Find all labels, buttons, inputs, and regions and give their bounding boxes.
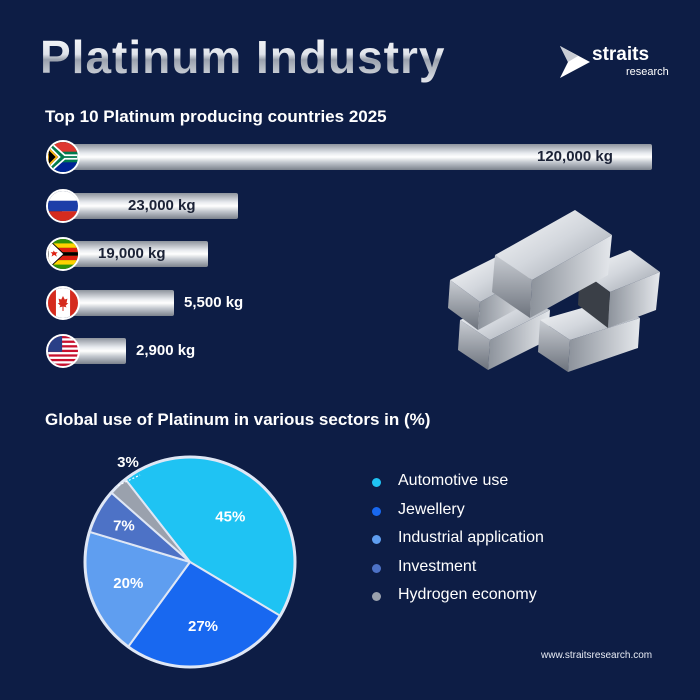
pie-outline [83, 455, 297, 669]
pie-label: 7% [113, 517, 135, 534]
legend-swatch [372, 506, 381, 516]
legend-swatch [372, 592, 381, 601]
straits-research-logo: straits research [560, 44, 670, 84]
bar-value-label: 23,000 kg [128, 196, 196, 214]
page-title: Platinum Industry [40, 31, 446, 83]
south-africa-flag-icon [46, 140, 80, 174]
bar-value-label: 19,000 kg [98, 245, 166, 262]
legend-label: Industrial application [398, 529, 544, 546]
zimbabwe-flag-icon [46, 237, 80, 271]
pie-label: 3% [117, 454, 139, 471]
bar-value-label: 2,900 kg [136, 342, 196, 359]
pie-label: 27% [188, 618, 218, 635]
legend-swatch [372, 563, 381, 573]
legend-label: Investment [398, 557, 477, 575]
pie-label: 45% [215, 508, 245, 525]
pie-label: 20% [113, 575, 143, 592]
brand-sub: research [626, 66, 669, 78]
pie-leader-line [117, 474, 141, 487]
canada-flag-icon [46, 285, 80, 320]
bar-value-label: 120,000 kg [537, 148, 613, 165]
platinum-ingots-image [448, 210, 660, 372]
brand-name: straits [592, 44, 650, 65]
legend-label: Hydrogen economy [398, 586, 537, 603]
bar-russia [62, 192, 238, 219]
bar-south-africa [62, 144, 652, 170]
bar-zimbabwe [62, 241, 208, 267]
legend-swatch [372, 478, 381, 487]
legend-label: Automotive use [398, 472, 509, 489]
legend-label: Jewellery [398, 500, 465, 518]
footer-url: www.straitsresearch.com [541, 650, 653, 661]
bar-canada [62, 289, 174, 316]
sector-pie-chart: 45% 27% 20% 7% 3% [83, 454, 297, 669]
bar-chart-title: Top 10 Platinum producing countries 2025 [45, 107, 387, 126]
usa-flag-icon [46, 334, 80, 368]
legend-swatch [372, 535, 381, 544]
bar-value-label: 5,500 kg [184, 293, 244, 311]
russia-flag-icon [46, 188, 80, 223]
straits-logo-icon [560, 46, 590, 78]
pie-chart-title: Global use of Platinum in various sector… [45, 410, 431, 429]
